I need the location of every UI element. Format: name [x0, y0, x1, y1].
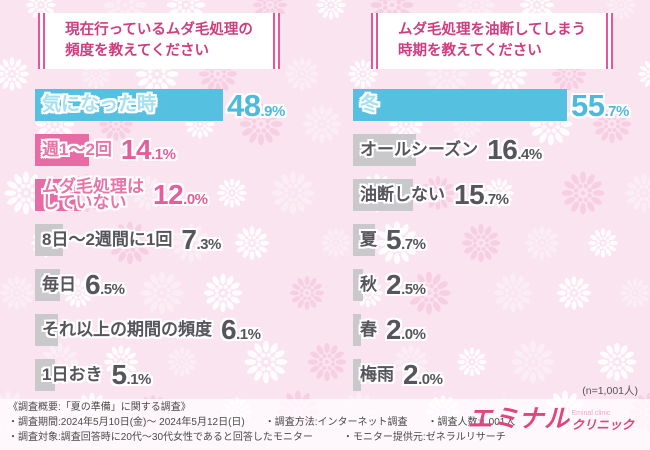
survey-target-provider-line: ・調査対象:調査回答時に20代〜30代女性であると回答したモニター ・モニター提…	[8, 431, 506, 443]
bar-category-label: 週1〜2回	[42, 140, 112, 159]
bar-row: 週1〜2回 14.1%	[35, 134, 345, 166]
bar	[35, 224, 63, 256]
right-question-title: ムダ毛処理を油断してしまう 時期を教えてください	[397, 22, 587, 60]
bar-category-label: 気になった時	[42, 94, 157, 115]
bar-row: 1日おき 5.1%	[35, 359, 345, 391]
bar	[353, 89, 567, 121]
bar-row: 春 2.0%	[353, 314, 650, 346]
bar-row: 油断しない 15.7%	[353, 179, 650, 211]
left-question-title: 現在行っているムダ毛処理の 頻度を教えてください	[65, 22, 253, 60]
bar-value: 14.1%	[120, 134, 176, 165]
bar-row: 冬 55.7%	[353, 89, 650, 121]
bar-value: 15.7%	[454, 179, 509, 210]
bar-value: 6.1%	[221, 314, 261, 345]
bar-category-label: ムダ毛処理は していない	[42, 177, 144, 212]
bar-row: それ以上の期間の頻度 6.1%	[35, 314, 345, 346]
survey-overview-line: 《調査概要:「夏の準備」に関する調査》	[8, 402, 191, 413]
logo-main-text: エミナル	[467, 405, 570, 433]
bar-value: 55.7%	[571, 87, 629, 123]
sample-size-note: (n=1,001人)	[582, 385, 638, 397]
bar	[35, 134, 89, 166]
logo-english-text: Eminal clinic	[571, 410, 611, 417]
bar-row: 気になった時 48.9%	[35, 89, 345, 121]
bar	[353, 269, 363, 301]
bar-category-label: それ以上の期間の頻度	[42, 320, 212, 339]
left-bar-chart: 気になった時 48.9% 週1〜2回 14.1% ムダ毛処理は していない 12.0% 8日…	[35, 89, 345, 404]
right-question-title-box: ムダ毛処理を油断してしまう 時期を教えてください	[371, 13, 613, 70]
bar-category-label: 1日おき	[42, 365, 103, 384]
bar-value: 12.0%	[153, 179, 208, 210]
bar	[353, 359, 361, 391]
bar-category-label: 夏	[360, 230, 377, 249]
bar	[35, 89, 223, 121]
bar	[35, 359, 55, 391]
bar-row: 毎日 6.5%	[35, 269, 345, 301]
bar	[35, 269, 60, 301]
bar-row: 秋 2.5%	[353, 269, 650, 301]
bar-value: 5.7%	[386, 224, 426, 255]
bar-category-label: 秋	[360, 275, 377, 294]
bar-row: 梅雨 2.0%	[353, 359, 650, 391]
bar	[353, 179, 413, 211]
bar-category-label: オールシーズン	[360, 140, 479, 159]
bar-value: 48.9%	[227, 87, 285, 123]
bar-value: 6.5%	[85, 269, 125, 300]
bar-row: 8日〜2週間に1回 7.3%	[35, 224, 345, 256]
bar	[35, 179, 81, 211]
footer-background-strip	[0, 399, 650, 450]
logo-side-column: Eminal clinic クリニック	[571, 410, 634, 433]
right-bar-chart: 冬 55.7% オールシーズン 16.4% 油断しない 15.7% 夏 5.7% 秋 2.5% 春 2…	[353, 89, 650, 404]
eminal-clinic-logo: エミナル Eminal clinic クリニック	[467, 407, 634, 433]
bar-value: 2.0%	[386, 314, 426, 345]
bar-category-label: 毎日	[42, 275, 76, 294]
bar-value: 5.1%	[111, 359, 151, 390]
bar-category-label: 8日〜2週間に1回	[42, 230, 173, 249]
bar-value: 2.5%	[386, 269, 426, 300]
left-question-title-box: 現在行っているムダ毛処理の 頻度を教えてください	[38, 13, 280, 70]
bar-value: 16.4%	[487, 134, 542, 165]
bar-value: 7.3%	[181, 224, 221, 255]
survey-period-method-line: ・調査期間:2024年5月10日(金)〜 2024年5月12日(日) ・調査方法…	[8, 416, 516, 428]
bar-category-label: 油断しない	[360, 185, 445, 204]
bar	[353, 314, 361, 346]
bar-value: 2.0%	[403, 359, 443, 390]
bar-row: ムダ毛処理は していない 12.0%	[35, 177, 345, 212]
bar-category-label: 梅雨	[360, 365, 394, 384]
bar-row: 夏 5.7%	[353, 224, 650, 256]
bar	[35, 314, 58, 346]
bar	[353, 134, 416, 166]
bar	[353, 224, 375, 256]
bar-row: オールシーズン 16.4%	[353, 134, 650, 166]
bar-category-label: 冬	[360, 94, 380, 115]
logo-sub-text: クリニック	[571, 417, 634, 432]
survey-footer: 《調査概要:「夏の準備」に関する調査》 ・調査期間:2024年5月10日(金)〜…	[8, 401, 515, 445]
bar-category-label: 春	[360, 320, 377, 339]
